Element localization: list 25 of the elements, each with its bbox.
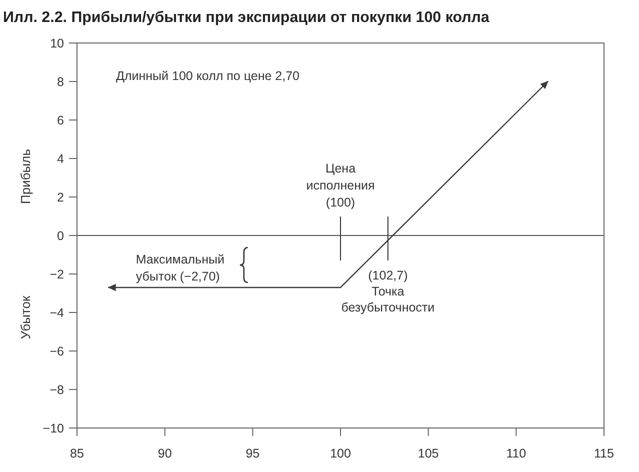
y-tick-label: −10 (42, 421, 64, 436)
y-axis-title: Прибыль (18, 148, 33, 204)
text: Убыток (18, 295, 33, 340)
x-tick-label: 85 (70, 446, 84, 460)
y-tick-label: −8 (50, 382, 64, 397)
y-tick-label: −2 (50, 267, 64, 282)
y-tick-label: 10 (50, 36, 64, 50)
y-tick-label: 2 (57, 190, 64, 204)
y-tick-label: 6 (57, 113, 64, 128)
x-tick-label: 110 (506, 446, 526, 460)
y-tick-label: 0 (57, 228, 64, 243)
annotation: Максимальный убыток (−2,70) (136, 252, 224, 284)
annotation: (102,7) Точка безубыточности (341, 268, 435, 314)
annotation: Длинный 100 колл по цене 2,70 (116, 69, 300, 83)
x-tick-label: 115 (594, 446, 614, 460)
x-tick-label: 105 (418, 446, 439, 460)
chart-title: Илл. 2.2. Прибыли/убытки при экспирации от покупки 100 колла (3, 9, 490, 26)
x-tick-label: 100 (330, 446, 351, 460)
x-tick-label: 90 (158, 446, 172, 460)
annotation: Цена исполнения (100) (306, 162, 375, 210)
y-tick-label: −4 (50, 306, 64, 320)
y-tick-label: 4 (57, 152, 64, 166)
y-tick-label: 8 (57, 74, 64, 89)
y-tick-label: −6 (50, 344, 64, 358)
x-tick-label: 95 (246, 446, 260, 460)
